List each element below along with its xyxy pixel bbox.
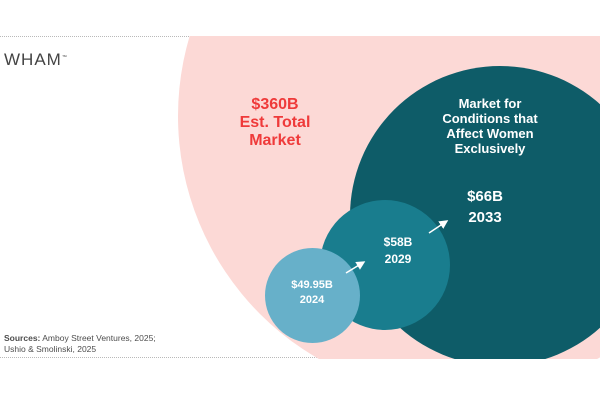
total-market-label: $360B Est. Total Market	[210, 96, 340, 150]
arrow-2029-to-2033	[428, 220, 449, 234]
total-market-line1: Est. Total	[239, 114, 311, 131]
sources-line1: Amboy Street Ventures, 2025;	[40, 333, 156, 343]
stage-2024-label: $49.95B 2024	[272, 278, 352, 308]
stage-2029-year: 2029	[384, 252, 412, 266]
women-market-line4: Exclusively	[454, 141, 526, 156]
sources-heading: Sources:	[4, 333, 41, 343]
women-market-label: Market for Conditions that Affect Women …	[420, 96, 560, 156]
logo-trademark: ™	[61, 54, 68, 61]
stage-2024-year: 2024	[299, 294, 325, 306]
sources-note: Sources: Amboy Street Ventures, 2025; Us…	[4, 333, 214, 355]
women-market-line1: Market for	[458, 96, 522, 111]
diagram-canvas: $360B Est. Total Market Market for Condi…	[0, 36, 600, 359]
stage-2029-value: $58B	[383, 235, 413, 249]
stage-2033-label: $66B 2033	[440, 186, 530, 228]
stage-2024-value: $49.95B	[291, 279, 333, 291]
total-market-line2: Market	[249, 132, 301, 149]
logo-text: WHAM	[4, 50, 62, 69]
total-market-value: $360B	[251, 96, 299, 113]
wham-logo: WHAM™	[4, 50, 68, 70]
sources-line2: Ushio & Smolinski, 2025	[4, 344, 97, 354]
stage-2029-label: $58B 2029	[363, 234, 433, 268]
women-market-line3: Affect Women	[446, 126, 534, 141]
market-2024-circle	[265, 248, 360, 343]
growth-arrows	[345, 220, 449, 274]
arrow-2024-to-2029	[345, 261, 366, 274]
women-market-line2: Conditions that	[442, 111, 538, 126]
stage-2033-value: $66B	[467, 188, 503, 205]
stage-2033-year: 2033	[468, 209, 502, 226]
